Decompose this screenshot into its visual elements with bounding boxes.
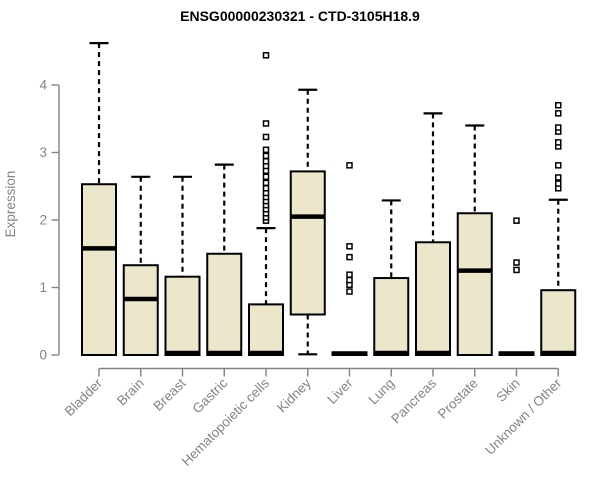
x-tick-label-pancreas: Pancreas bbox=[388, 375, 439, 426]
outlier-point-hematopoietic-cells bbox=[262, 146, 270, 154]
outlier-point-liver bbox=[346, 253, 353, 261]
x-tick-label-brain: Brain bbox=[114, 376, 147, 409]
outlier-point-unknown-other bbox=[555, 124, 562, 131]
outlier-point-liver bbox=[346, 276, 353, 284]
x-tick-label-liver: Liver bbox=[324, 375, 356, 407]
outlier-point-unknown-other bbox=[555, 102, 562, 109]
x-tick-label-unknown-other: Unknown / Other bbox=[482, 375, 565, 458]
outlier-point-unknown-other bbox=[555, 139, 562, 146]
box-brain bbox=[122, 264, 159, 357]
y-tick-label: 2 bbox=[39, 213, 47, 228]
box-unknown-other bbox=[540, 289, 577, 357]
box-pancreas bbox=[415, 241, 451, 356]
outlier-point-unknown-other bbox=[555, 162, 562, 169]
outlier-point-hematopoietic-cells bbox=[262, 152, 270, 160]
outlier-point-liver bbox=[346, 271, 353, 278]
x-tick-label-gastric: Gastric bbox=[190, 375, 231, 416]
outlier-point-unknown-other bbox=[555, 180, 562, 187]
outlier-point-unknown-other bbox=[555, 174, 562, 181]
outlier-point-hematopoietic-cells bbox=[262, 185, 270, 192]
box-bladder bbox=[81, 183, 117, 356]
outlier-point-hematopoietic-cells bbox=[262, 158, 270, 165]
x-tick-label-skin: Skin bbox=[493, 376, 522, 405]
box-hematopoietic-cells bbox=[248, 303, 284, 356]
box-prostate bbox=[456, 212, 493, 356]
x-tick-label-bladder: Bladder bbox=[62, 375, 106, 419]
box-kidney bbox=[289, 170, 326, 316]
outlier-point-hematopoietic-cells bbox=[262, 173, 270, 181]
outlier-point-unknown-other bbox=[555, 110, 562, 117]
outlier-point-liver bbox=[346, 243, 353, 250]
x-tick-label-breast: Breast bbox=[150, 375, 188, 413]
box-gastric bbox=[206, 252, 243, 356]
outlier-point-skin bbox=[513, 266, 520, 274]
box-breast bbox=[164, 275, 201, 357]
outlier-point-hematopoietic-cells bbox=[262, 120, 270, 127]
y-axis-label: Expression bbox=[3, 171, 18, 238]
y-tick-label: 3 bbox=[39, 145, 47, 160]
outlier-point-hematopoietic-cells bbox=[262, 133, 270, 141]
outlier-point-liver bbox=[346, 288, 353, 295]
outlier-point-skin bbox=[513, 217, 520, 224]
x-tick-label-prostate: Prostate bbox=[435, 376, 481, 422]
chart-title: ENSG00000230321 - CTD-3105H18.9 bbox=[180, 8, 420, 24]
outlier-point-liver bbox=[346, 162, 353, 169]
y-tick-label: 0 bbox=[39, 348, 47, 363]
outlier-point-hematopoietic-cells bbox=[262, 179, 270, 187]
y-tick-label: 4 bbox=[39, 78, 47, 93]
x-tick-label-lung: Lung bbox=[366, 376, 398, 408]
outlier-point-hematopoietic-cells bbox=[262, 52, 270, 59]
x-tick-label-kidney: Kidney bbox=[274, 375, 314, 415]
y-tick-label: 1 bbox=[39, 280, 47, 295]
outlier-point-skin bbox=[513, 259, 520, 266]
box-lung bbox=[373, 277, 410, 356]
